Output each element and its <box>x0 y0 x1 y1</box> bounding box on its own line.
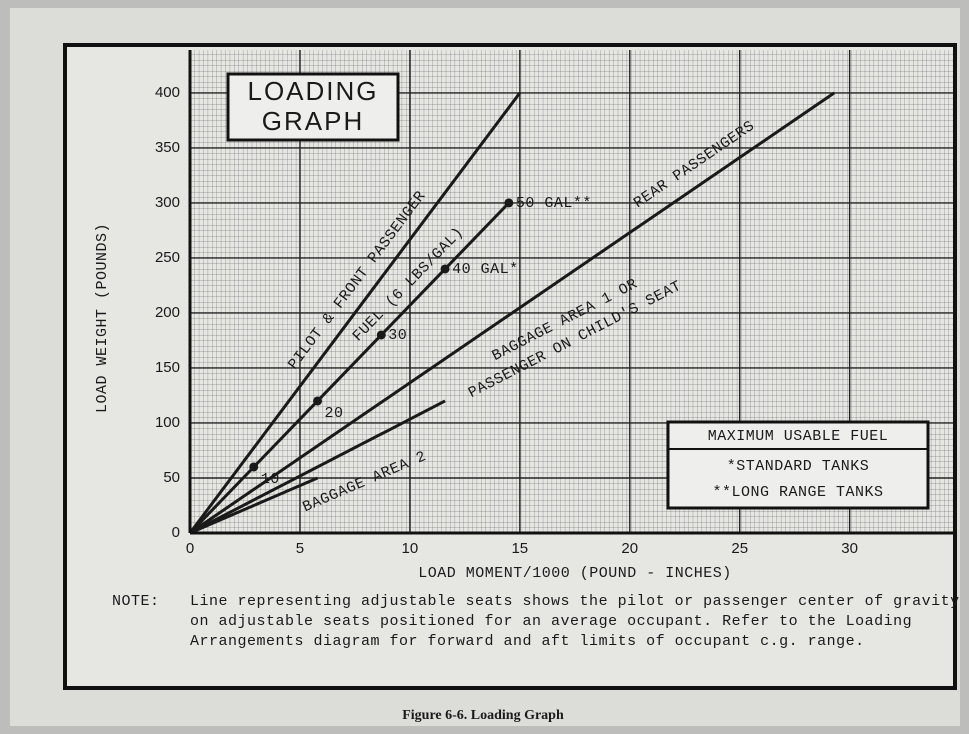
x-tick-label: 25 <box>731 540 748 557</box>
fuel-box-line: **LONG RANGE TANKS <box>712 484 883 501</box>
y-tick-label: 0 <box>172 524 180 541</box>
y-tick-label: 150 <box>155 359 180 376</box>
chart-title: LOADING <box>247 76 378 106</box>
y-tick-label: 400 <box>155 84 180 101</box>
y-tick-label: 300 <box>155 194 180 211</box>
point-label: 40 GAL* <box>452 261 519 278</box>
page: 050100150200250300350400051015202530 PIL… <box>0 0 969 734</box>
point-label: 20 <box>325 405 344 422</box>
x-tick-label: 10 <box>402 540 419 557</box>
x-tick-label: 5 <box>296 540 304 557</box>
note-line: on adjustable seats positioned for an av… <box>190 613 912 630</box>
x-tick-label: 0 <box>186 540 194 557</box>
fuel-point <box>504 198 513 207</box>
x-axis-label: LOAD MOMENT/1000 (POUND - INCHES) <box>418 565 732 582</box>
fuel-point <box>441 264 450 273</box>
fuel-box-line: *STANDARD TANKS <box>727 458 870 475</box>
fuel-point <box>313 396 322 405</box>
chart-title: GRAPH <box>262 106 364 136</box>
fuel-point <box>249 462 258 471</box>
fuel-point <box>377 330 386 339</box>
point-label: 50 GAL** <box>516 195 592 212</box>
x-tick-label: 20 <box>621 540 638 557</box>
y-tick-label: 200 <box>155 304 180 321</box>
note-line: Line representing adjustable seats shows… <box>190 593 960 610</box>
y-tick-label: 100 <box>155 414 180 431</box>
y-tick-label: 50 <box>163 469 180 486</box>
x-tick-label: 15 <box>511 540 528 557</box>
point-label: 30 <box>388 327 407 344</box>
caption: Figure 6-6. Loading Graph <box>402 708 564 723</box>
note-line: Arrangements diagram for forward and aft… <box>190 633 865 650</box>
y-tick-label: 250 <box>155 249 180 266</box>
fuel-box-title: MAXIMUM USABLE FUEL <box>708 428 889 445</box>
chart: 050100150200250300350400051015202530 PIL… <box>0 0 969 734</box>
y-tick-label: 350 <box>155 139 180 156</box>
x-tick-label: 30 <box>841 540 858 557</box>
note-label: NOTE: <box>112 593 160 610</box>
y-axis-label: LOAD WEIGHT (POUNDS) <box>94 223 111 413</box>
